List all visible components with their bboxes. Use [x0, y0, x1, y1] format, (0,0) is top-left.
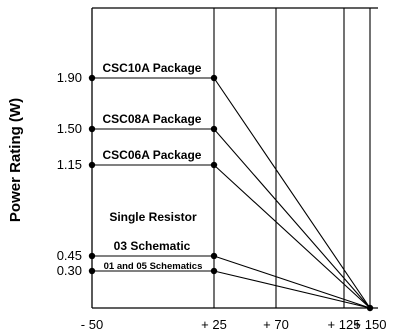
x-tick-labels: - 50 + 25 + 70 + 125+ 150	[81, 317, 387, 332]
x-tick-label: + 70	[263, 317, 289, 332]
series-label: CSC10A Package	[103, 61, 202, 75]
series-line	[92, 164, 371, 309]
grid-lines	[213, 8, 371, 308]
series-marker-knee	[210, 267, 218, 275]
series-lines	[88, 74, 374, 312]
series-line	[92, 270, 371, 309]
y-tick-labels: 1.90 1.50 1.15 0.450.30	[57, 70, 82, 278]
y-tick-label: 1.50	[57, 121, 82, 136]
y-axis-label: Power Rating (W)	[7, 98, 24, 222]
series-label: CSC08A Package	[103, 112, 202, 126]
series-label: 03 Schematic	[114, 239, 191, 253]
single-resistor-note: Single Resistor	[109, 210, 197, 224]
series-marker-end	[366, 304, 374, 312]
y-tick-label: 1.90	[57, 70, 82, 85]
series-marker-knee	[210, 125, 218, 133]
y-tick-label: 1.15	[57, 157, 82, 172]
series-label: CSC06A Package	[103, 148, 202, 162]
series-labels: CSC10A Package CSC08A Package CSC06A Packa…	[103, 61, 203, 272]
series-marker-start	[88, 267, 96, 275]
y-tick-label: 0.30	[57, 263, 82, 278]
series-marker-start	[88, 161, 96, 169]
x-tick-label: + 150	[354, 317, 387, 332]
series-label: 01 and 05 Schematics	[104, 261, 203, 272]
series-marker-knee	[210, 252, 218, 260]
series-marker-start	[88, 252, 96, 260]
x-tick-label: + 25	[201, 317, 227, 332]
series-marker-knee	[210, 74, 218, 82]
series-marker-start	[88, 74, 96, 82]
y-tick-label: 0.45	[57, 248, 82, 263]
x-tick-label: + 125	[328, 317, 361, 332]
series-marker-knee	[210, 161, 218, 169]
series-marker-start	[88, 125, 96, 133]
x-tick-label: - 50	[81, 317, 103, 332]
